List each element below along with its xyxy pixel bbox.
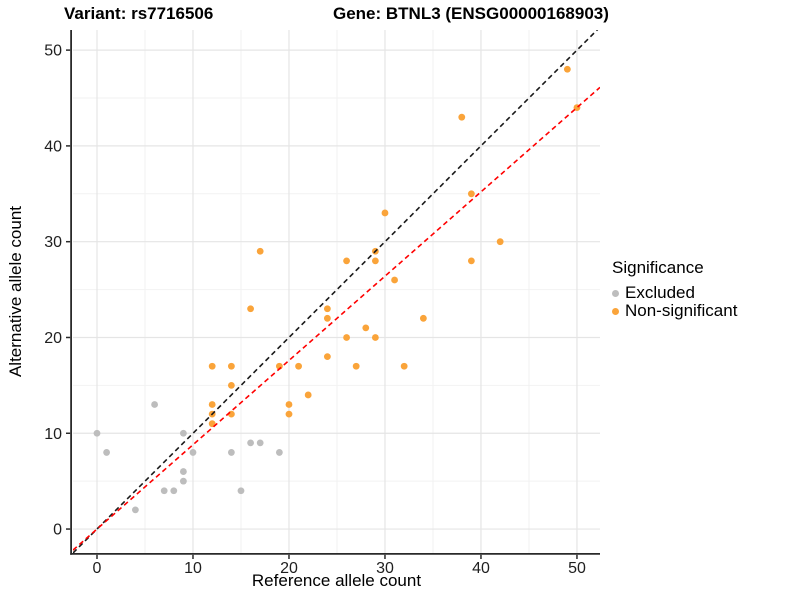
data-point [352, 362, 360, 370]
y-axis-title: Alternative allele count [6, 206, 25, 378]
data-point [371, 257, 379, 265]
data-point [247, 305, 254, 313]
data-point [323, 314, 331, 322]
data-point [160, 487, 168, 495]
data-point [343, 257, 350, 265]
y-tick-label: 20 [44, 330, 62, 347]
tick-labels: 0 10 20 30 40 50 0 10 20 30 40 50 [44, 43, 586, 577]
data-point [419, 314, 427, 322]
x-tick-label: 20 [280, 560, 298, 577]
axis-lines [70, 30, 600, 555]
data-point [343, 334, 350, 341]
data-point [179, 468, 187, 475]
data-point [295, 362, 302, 370]
data-point [179, 429, 187, 437]
x-tick-label: 30 [376, 560, 394, 577]
data-point [189, 449, 197, 456]
y-tick-label: 30 [44, 234, 62, 251]
data-point [563, 65, 571, 73]
data-point [151, 401, 158, 408]
x-axis-title: Reference allele count [251, 571, 422, 590]
data-point [362, 324, 370, 332]
data-point [467, 190, 475, 198]
data-point [391, 276, 398, 284]
x-tick-label: 50 [568, 560, 586, 577]
data-point [179, 477, 187, 485]
legend-item-label: Non-significant [625, 301, 738, 320]
excluded-dot-icon [612, 289, 619, 297]
data-point [208, 401, 216, 408]
legend-item-excluded: Excluded [612, 283, 737, 302]
data-point [323, 353, 331, 361]
data-point [285, 401, 293, 408]
data-point [103, 449, 110, 456]
y-tick-label: 0 [53, 522, 62, 539]
data-point [304, 391, 312, 399]
data-point [371, 334, 379, 341]
data-point [237, 487, 245, 495]
legend-title: Significance [612, 258, 704, 277]
data-point [496, 238, 504, 246]
scatter-points-excluded [93, 401, 283, 514]
x-tick-label: 10 [184, 560, 202, 577]
gene-title: Gene: BTNL3 (ENSG00000168903) [333, 4, 609, 23]
gridlines-minor [73, 30, 600, 553]
data-point [131, 506, 139, 514]
scatter-points-non-significant [208, 65, 581, 428]
x-tick-label: 40 [472, 560, 490, 577]
data-point [323, 305, 331, 313]
data-point [467, 257, 475, 265]
fit-line [73, 86, 600, 551]
data-point [285, 410, 293, 418]
data-point [170, 487, 178, 495]
data-point [227, 449, 235, 456]
non-significant-dot-icon [612, 307, 619, 315]
x-tick-label: 0 [93, 560, 102, 577]
y-tick-label: 50 [44, 43, 62, 60]
gridlines-major [73, 30, 600, 553]
data-point [256, 439, 264, 447]
variant-title: Variant: rs7716506 [64, 4, 214, 23]
tick-marks [66, 49, 578, 559]
data-point [256, 247, 264, 255]
data-point [227, 362, 235, 370]
y-tick-label: 40 [44, 138, 62, 155]
y-tick-label: 10 [44, 426, 62, 443]
data-point [400, 362, 408, 370]
data-point [458, 113, 466, 121]
data-point [247, 439, 254, 447]
data-point [208, 362, 216, 370]
legend: Significance Excluded Non-significant [612, 258, 737, 320]
legend-item-non-significant: Non-significant [612, 301, 738, 320]
data-point [275, 449, 283, 456]
data-point [227, 381, 235, 389]
data-point [93, 429, 101, 437]
legend-item-label: Excluded [625, 283, 695, 302]
data-point [381, 209, 389, 217]
